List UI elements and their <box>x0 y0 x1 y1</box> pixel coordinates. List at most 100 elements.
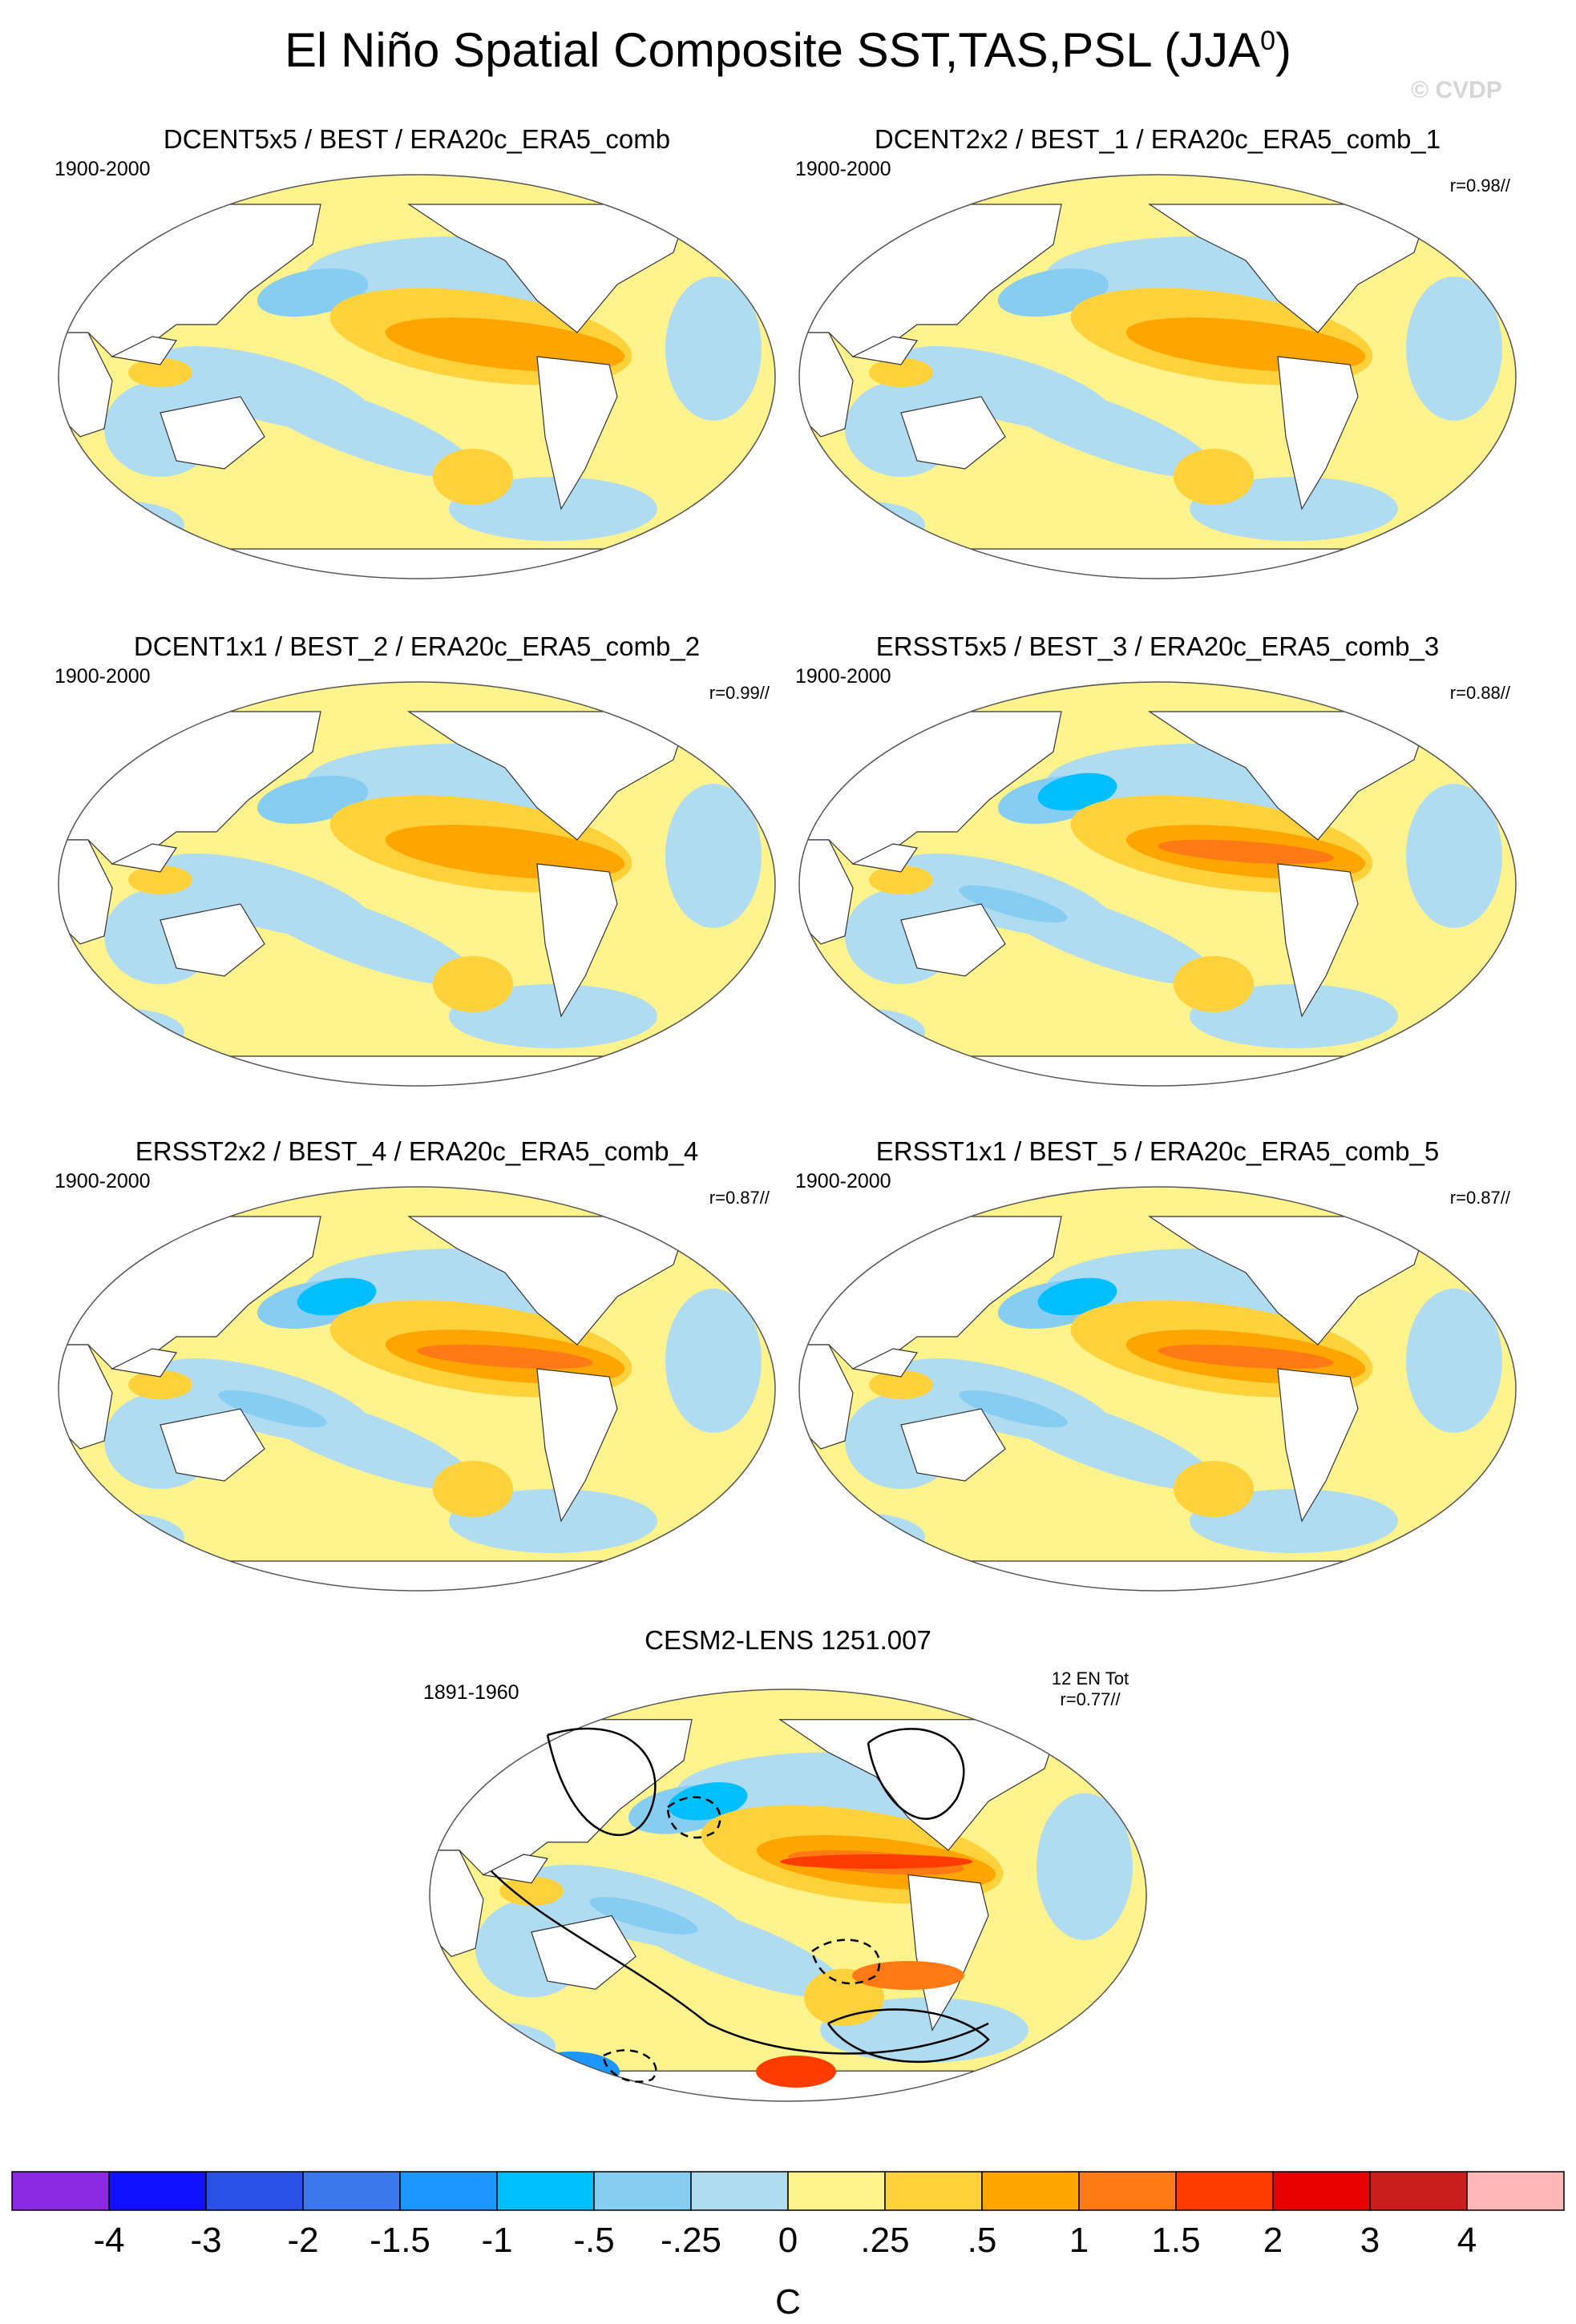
australia-land <box>900 1408 1006 1482</box>
antarctica-land <box>799 1055 1516 1086</box>
south-pacific-warm <box>433 956 513 1012</box>
australia-land <box>900 903 1006 977</box>
map-border <box>58 681 776 1087</box>
africa-land <box>59 332 113 438</box>
psl-contour-positive <box>867 1728 965 1820</box>
southern-indian-cool <box>430 2022 556 2072</box>
map-panel <box>798 1186 1517 1592</box>
panel-title: DCENT2x2 / BEST_1 / ERA20c_ERA5_comb_1 <box>874 124 1441 154</box>
africa-land <box>799 1344 854 1450</box>
panel-title: DCENT5x5 / BEST / ERA20c_ERA5_comb <box>163 124 671 154</box>
atlantic-cool <box>665 1289 762 1433</box>
australia-land <box>160 1408 265 1482</box>
map-border <box>58 1186 776 1592</box>
panel-correlation: r=0.98// <box>1449 176 1510 196</box>
cvdp-watermark: © CVDP <box>1411 77 1502 103</box>
atlantic-cool <box>1406 276 1502 421</box>
panel-period: 1900-2000 <box>795 158 891 180</box>
south-pacific-warm <box>1174 1461 1254 1517</box>
bottom-panel-period: 1891-1960 <box>423 1681 519 1704</box>
colorbar-tick-label: -2 <box>287 2221 318 2260</box>
panel-correlation: r=0.87// <box>1449 1188 1510 1208</box>
enso-warm-peak <box>1158 1344 1334 1370</box>
africa-land <box>59 839 113 945</box>
psl-contour-positive <box>546 1727 657 1836</box>
antarctica-land <box>799 1560 1516 1591</box>
colorbar-swatch <box>1466 2171 1565 2211</box>
australia-land <box>160 903 265 977</box>
indian-warm <box>499 1876 564 1906</box>
south-pacific-hot <box>852 1961 964 1990</box>
map-border <box>798 681 1517 1087</box>
panel-title: DCENT1x1 / BEST_2 / ERA20c_ERA5_comb_2 <box>133 631 701 661</box>
india-land <box>851 843 919 873</box>
panel-period: 1900-2000 <box>55 1170 151 1192</box>
kuroshio-strong-cool <box>668 1782 748 1821</box>
southern-indian-cool <box>59 1513 184 1561</box>
maritime-cool <box>589 1897 698 1935</box>
antarctica-land <box>799 548 1516 579</box>
africa-land <box>430 1850 484 1958</box>
enso-warm-core <box>1125 317 1366 372</box>
southern-indian-cool <box>799 1513 925 1561</box>
australia-land <box>531 1914 636 1990</box>
southern-indian-cool <box>799 501 925 549</box>
page-title: El Niño Spatial Composite SST,TAS,PSL (J… <box>284 23 1292 77</box>
india-land <box>111 843 178 873</box>
africa-land <box>59 1344 113 1450</box>
colorbar-tick-label: -.25 <box>661 2221 721 2260</box>
enso-warm-peak <box>1158 839 1334 865</box>
africa-land <box>799 332 854 438</box>
colorbar-tick-label: 1.5 <box>1151 2221 1200 2260</box>
map-border <box>798 1186 1517 1592</box>
atlantic-cool <box>1406 1289 1502 1433</box>
colorbar-swatch <box>593 2171 692 2211</box>
indian-warm <box>869 358 933 387</box>
panel-period: 1900-2000 <box>795 1170 891 1192</box>
map-border <box>798 174 1517 579</box>
kuroshio-strong-cool <box>1037 1277 1117 1316</box>
maritime-cool <box>218 1390 327 1428</box>
colorbar-swatch <box>1078 2171 1177 2211</box>
colorbar-swatch <box>981 2171 1080 2211</box>
south-america-land <box>536 863 618 1018</box>
colorbar-tick-label: .5 <box>968 2221 997 2260</box>
panel-correlation: r=0.87// <box>709 1188 770 1208</box>
colorbar-swatch <box>1369 2171 1468 2211</box>
colorbar-swatch <box>884 2171 983 2211</box>
map-panel <box>798 681 1517 1087</box>
indian-warm <box>128 358 192 387</box>
panel-title: ERSST2x2 / BEST_4 / ERA20c_ERA5_comb_4 <box>135 1136 699 1166</box>
colorbar-swatch <box>1272 2171 1371 2211</box>
panel-correlation: r=0.99// <box>709 683 770 703</box>
south-america-land <box>536 356 618 510</box>
colorbar-tick-label: 1 <box>1069 2221 1089 2260</box>
kuroshio-strong-cool <box>1037 773 1117 811</box>
map-panel <box>58 174 776 579</box>
psl-contour-positive <box>826 2008 990 2064</box>
south-america-land <box>1277 1368 1359 1523</box>
psl-contour-negative <box>810 1939 881 1985</box>
australia-land <box>160 396 265 470</box>
colorbar-tick-label: -3 <box>190 2221 221 2260</box>
indian-warm <box>128 1370 192 1399</box>
psl-contour-negative <box>666 1796 721 1839</box>
cesm2-map <box>429 1689 1147 2102</box>
map-border <box>429 1689 1147 2102</box>
colorbar-tick-label: .25 <box>860 2221 909 2260</box>
colorbar-tick-label: 0 <box>778 2221 798 2260</box>
colorbar-tick-label: -1 <box>481 2221 512 2260</box>
colorbar-swatch <box>787 2171 886 2211</box>
south-america-land <box>1277 863 1359 1018</box>
enso-warm-peak <box>417 1344 593 1370</box>
map-panel <box>58 681 776 1087</box>
colorbar-tick-label: 4 <box>1457 2221 1477 2260</box>
south-pacific-warm <box>433 1461 513 1517</box>
panel-period: 1900-2000 <box>55 158 151 180</box>
colorbar-unit: C <box>775 2282 801 2322</box>
panel-title: ERSST5x5 / BEST_3 / ERA20c_ERA5_comb_3 <box>875 631 1440 661</box>
colorbar-swatch <box>108 2171 207 2211</box>
colorbar-tick-label: -1.5 <box>370 2221 430 2260</box>
colorbar-swatch <box>399 2171 498 2211</box>
atlantic-cool <box>1037 1793 1133 1941</box>
